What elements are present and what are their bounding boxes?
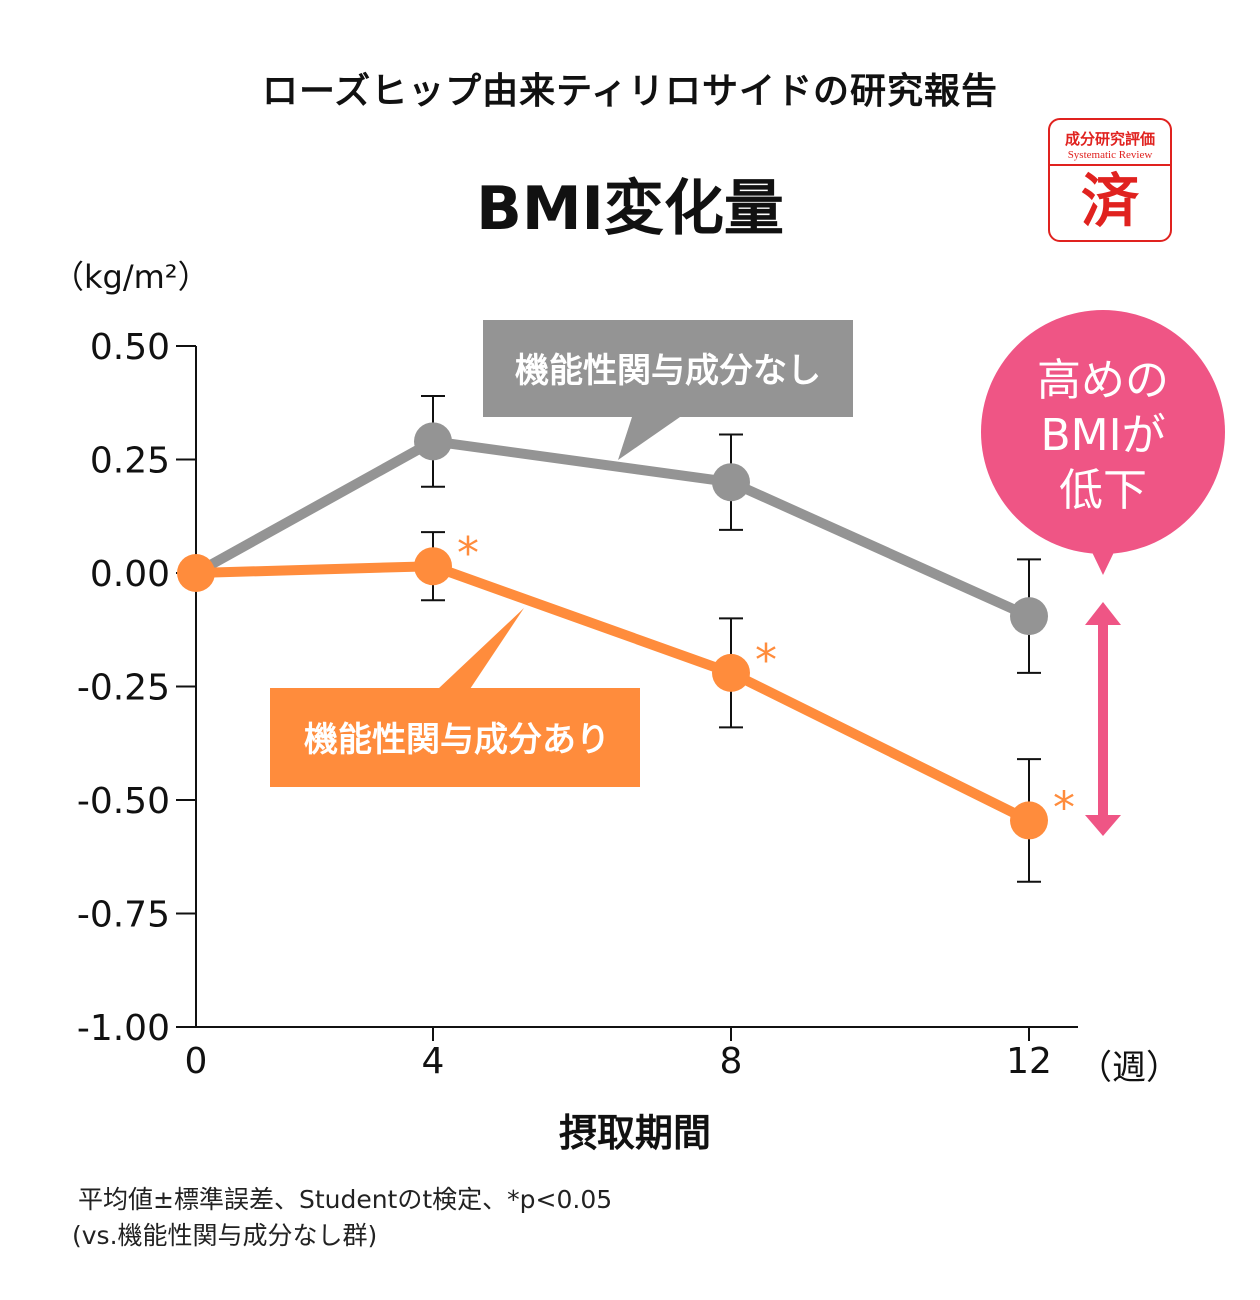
y-axis-unit: （kg/m²） — [52, 258, 210, 296]
systematic-review-stamp: 成分研究評価 Systematic Review 済 — [1048, 118, 1172, 242]
y-tick-label: 0.50 — [90, 327, 170, 368]
gray-data-point — [712, 463, 750, 502]
y-tick-label: -1.00 — [77, 1008, 170, 1049]
orange-series-line — [195, 561, 1032, 825]
callout-bubble — [981, 310, 1225, 554]
x-tick-label: 4 — [422, 1041, 445, 1082]
gray-data-point — [1010, 597, 1048, 636]
orange-data-point — [712, 653, 750, 692]
y-tick-label: 0.25 — [90, 441, 170, 482]
origin-data-point — [183, 560, 209, 586]
difference-arrow-shaft — [1098, 620, 1108, 820]
gray-series-label-pointer — [618, 417, 680, 460]
gray-series-label-box — [483, 320, 853, 417]
callout-text-line: 低下 — [1059, 465, 1147, 516]
y-tick-label: -0.75 — [77, 895, 170, 936]
x-tick-label: 12 — [1006, 1041, 1052, 1082]
significance-mark: * — [755, 635, 777, 686]
x-tick-label: 0 — [185, 1041, 208, 1082]
callout-pointer — [1090, 548, 1116, 575]
footnote-comparison: (vs.機能性関与成分なし群) — [72, 1221, 378, 1250]
stamp-line1: 成分研究評価 — [1064, 130, 1155, 148]
gray-data-point — [414, 422, 452, 461]
stamp-line2: Systematic Review — [1050, 149, 1170, 166]
difference-arrow-head-up — [1085, 602, 1121, 625]
gray-series-label: 機能性関与成分なし — [515, 351, 821, 391]
y-tick-label: 0.00 — [90, 554, 170, 595]
y-tick-label: -0.25 — [77, 668, 170, 709]
orange-series-label-box — [270, 688, 640, 787]
orange-series-label-pointer — [438, 608, 524, 689]
significance-mark: * — [1053, 782, 1075, 833]
y-tick-label: -0.50 — [77, 781, 170, 822]
callout-text-line: BMIが — [1040, 410, 1165, 461]
orange-data-point — [414, 547, 452, 586]
gray-series-line — [193, 436, 1032, 621]
significance-mark: * — [457, 528, 479, 579]
chart-subtitle: ローズヒップ由来ティリロサイドの研究報告 — [261, 71, 999, 112]
x-axis-label: 摂取期間 — [558, 1111, 711, 1155]
orange-series-label: 機能性関与成分あり — [304, 720, 610, 760]
x-tick-label: 8 — [720, 1041, 743, 1082]
chart-title: BMI変化量 — [476, 174, 784, 244]
x-axis-unit: （週） — [1078, 1048, 1180, 1088]
callout-text-line: 高めの — [1037, 355, 1169, 406]
difference-arrow-head-down — [1085, 815, 1121, 836]
orange-data-point — [1010, 801, 1048, 840]
stamp-mark: 済 — [1080, 167, 1139, 235]
footnote-stats: 平均値±標準誤差、Studentのt検定、*p<0.05 — [78, 1185, 613, 1214]
